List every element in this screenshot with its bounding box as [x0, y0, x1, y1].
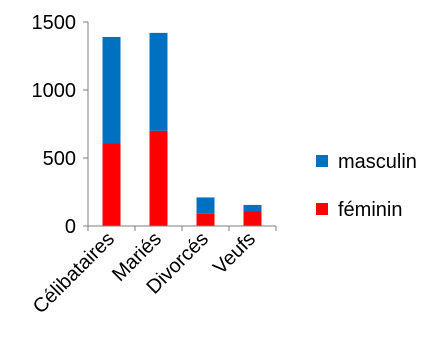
y-tick-label: 1500	[32, 12, 77, 34]
x-tick-label-4: Veufs	[209, 228, 260, 279]
bar-féminin-3	[196, 213, 215, 226]
legend: masculin féminin	[316, 151, 417, 221]
y-tick-label: 1000	[32, 80, 77, 102]
y-tick-label: 500	[43, 148, 76, 170]
bars-group	[102, 32, 262, 226]
bar-masculin-4	[243, 204, 262, 212]
bar-féminin-1	[102, 143, 121, 226]
bar-féminin-4	[243, 211, 262, 226]
bar-masculin-2	[149, 32, 168, 131]
bar-féminin-2	[149, 130, 168, 226]
bar-masculin-3	[196, 197, 215, 214]
axes-group	[83, 21, 277, 231]
legend-label-masculin: masculin	[338, 151, 417, 173]
legend-swatch-masculin	[316, 155, 328, 167]
legend-swatch-féminin	[316, 203, 328, 215]
y-tick-label: 0	[65, 216, 76, 238]
legend-label-féminin: féminin	[338, 199, 402, 221]
x-tick-label-1: Célibataires	[29, 228, 119, 318]
y-tick-labels: 0 500 1000 1500	[32, 12, 77, 238]
bar-masculin-1	[102, 36, 121, 144]
